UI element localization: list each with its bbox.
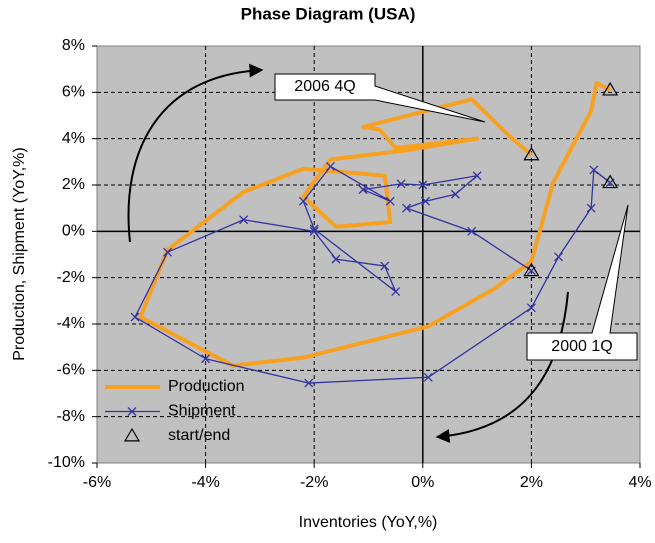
x-tick-label: -2%: [300, 474, 328, 491]
point: [123, 427, 141, 442]
point: [385, 196, 395, 206]
y-tick-label: -4%: [57, 315, 85, 332]
arrow: [127, 63, 264, 243]
y-tick-label: -8%: [57, 408, 85, 425]
y-tick-label: 6%: [62, 84, 85, 101]
annotation: 2006 4Q: [294, 78, 355, 95]
legend-label: Shipment: [168, 403, 236, 420]
plot-area: [96, 45, 641, 464]
point: [331, 254, 341, 264]
point: [396, 179, 406, 189]
x-tick-label: 4%: [628, 474, 651, 491]
point: [358, 185, 368, 195]
point: [472, 171, 482, 181]
y-axis-label: Production, Shipment (YoY,%): [11, 147, 28, 360]
point: [523, 262, 540, 277]
x-axis-label: Inventories (YoY,%): [299, 514, 438, 531]
point: [523, 146, 540, 161]
y-tick-label: -2%: [57, 269, 85, 286]
point: [450, 189, 460, 199]
y-tick-label: 2%: [62, 176, 85, 193]
point: [391, 287, 401, 297]
x-tick-label: 0%: [411, 474, 434, 491]
point: [326, 162, 335, 171]
point: [163, 247, 173, 257]
point: [554, 252, 564, 262]
point: [586, 203, 596, 213]
point: [239, 215, 249, 225]
callout: [274, 73, 486, 123]
point: [309, 226, 319, 236]
x-tick-label: -4%: [191, 474, 219, 491]
arrow: [435, 291, 569, 443]
point: [127, 407, 137, 416]
legend-label: Production: [168, 378, 245, 395]
point: [526, 303, 536, 313]
callout: [526, 204, 638, 361]
point: [309, 224, 319, 234]
point: [602, 81, 619, 96]
chart-title: Phase Diagram (USA): [241, 4, 416, 23]
point: [402, 203, 411, 213]
point: [602, 174, 619, 189]
y-tick-label: -6%: [57, 362, 85, 379]
point: [421, 196, 430, 206]
annotation: 2000 1Q: [551, 338, 612, 355]
point: [298, 196, 308, 206]
x-tick-label: -6%: [83, 474, 111, 491]
point: [130, 312, 140, 322]
x-tick-label: 2%: [520, 474, 543, 491]
point: [201, 354, 211, 364]
y-tick-label: -10%: [48, 454, 85, 471]
point: [423, 372, 433, 382]
y-tick-label: 4%: [62, 130, 85, 147]
y-tick-label: 8%: [62, 37, 85, 54]
point: [304, 378, 314, 388]
series-line: [134, 165, 611, 384]
point: [467, 226, 477, 236]
point: [380, 261, 390, 271]
point: [418, 180, 428, 190]
point: [589, 165, 599, 175]
legend-label: start/end: [168, 427, 230, 444]
y-tick-label: 0%: [62, 223, 85, 240]
